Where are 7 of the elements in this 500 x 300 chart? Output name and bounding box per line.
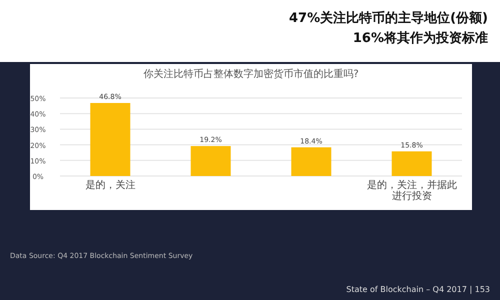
chart-title: 你关注比特币占整体数字加密货币市值的比重吗? [143, 68, 359, 80]
text: State of Blockchain – Q4 2017 | 153 [346, 285, 490, 294]
bar [190, 146, 231, 176]
bar [291, 147, 332, 176]
bar [90, 102, 130, 176]
chart-subtitle: 47%关注比特币的主导地位(份额) 16%将其作为投资标准 [289, 10, 488, 46]
bar [392, 151, 432, 176]
